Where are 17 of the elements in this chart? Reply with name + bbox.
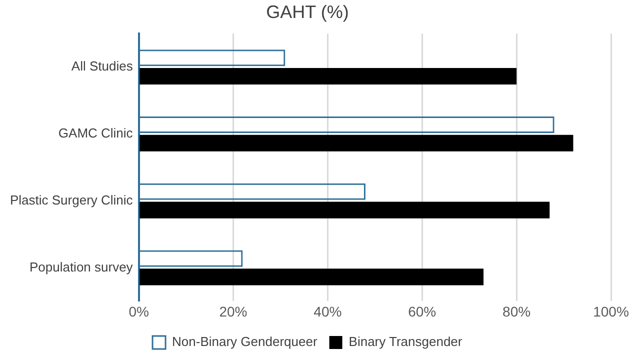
- legend-label: Non-Binary Genderqueer: [172, 334, 318, 350]
- chart-title: GAHT (%): [266, 2, 349, 22]
- legend-label: Binary Transgender: [348, 334, 463, 350]
- x-tick-label: 80%: [502, 303, 531, 320]
- x-tick-label: 100%: [593, 303, 629, 320]
- x-tick-label: 60%: [408, 303, 436, 320]
- y-tick-label: Plastic Surgery Clinic: [10, 192, 134, 208]
- y-tick-label: Population survey: [29, 259, 134, 274]
- y-tick-label: All Studies: [71, 58, 134, 74]
- x-tick-label: 0%: [128, 303, 149, 320]
- x-tick-label: 40%: [314, 303, 342, 320]
- y-tick-label: GAMC Clinic: [58, 126, 134, 141]
- bar: [140, 268, 484, 286]
- bar: [140, 202, 550, 218]
- x-tick-label: 20%: [219, 303, 248, 320]
- bar: [140, 68, 517, 85]
- bar: [140, 134, 574, 152]
